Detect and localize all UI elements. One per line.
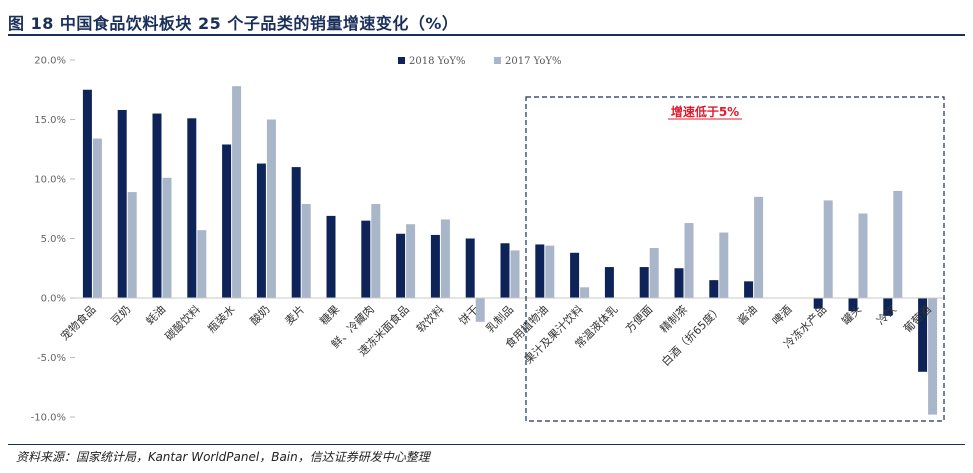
bar-2017 (266, 119, 276, 298)
category-label: 豆奶 (108, 302, 133, 327)
category-label: 方便面 (622, 302, 655, 335)
bar-2018 (256, 163, 266, 298)
title-divider (8, 34, 965, 36)
category-label: 软饮料 (413, 302, 446, 335)
bar-2018 (709, 280, 719, 298)
category-label: 碳酸饮料 (162, 302, 203, 343)
y-tick-label: -5.0% (37, 353, 66, 364)
y-tick-label: 5.0% (41, 234, 66, 245)
legend: 2018 YoY% 2017 YoY% (398, 56, 561, 67)
y-tick-label: 15.0% (34, 115, 66, 126)
bar-2018 (222, 144, 232, 298)
bar-2017 (858, 213, 868, 298)
category-label: 乳制品 (484, 303, 517, 336)
bar-2017 (162, 177, 172, 298)
bar-2017 (545, 245, 555, 298)
bar-2018 (813, 298, 823, 309)
category-label: 果汁及果汁饮料 (521, 302, 585, 366)
bar-2017 (406, 224, 416, 298)
category-label: 瓶装水 (204, 302, 237, 335)
category-label: 蚝油 (143, 302, 168, 327)
bar-2018 (291, 167, 301, 298)
bar-2017 (928, 298, 938, 415)
bar-2018 (187, 118, 197, 298)
callout-box (525, 96, 945, 422)
bar-2018 (82, 89, 92, 298)
bar-2017 (510, 250, 520, 298)
y-tick-label: 20.0% (34, 56, 66, 67)
bar-2018 (604, 267, 614, 298)
category-label: 麦片 (283, 303, 308, 328)
bar-2018 (500, 243, 510, 298)
category-label: 宠物食品 (58, 302, 99, 343)
category-label: 糖果 (317, 302, 342, 327)
legend-label: 2017 YoY% (505, 56, 561, 67)
bar-2018 (570, 252, 580, 298)
bar-2017 (127, 192, 137, 298)
legend-swatch (494, 57, 501, 64)
category-label: 白酒（折65度） (658, 302, 724, 368)
bar-2018 (848, 298, 858, 312)
y-axis: 20.0% 15.0% 10.0% 5.0% 0.0% -5.0% -10.0% (31, 56, 75, 424)
figure-title: 图 18 中国食品饮料板块 25 个子品类的销量增速变化（%） (8, 14, 459, 33)
bar-2017 (580, 287, 590, 298)
bar-2017 (719, 232, 729, 298)
category-label: 罐头 (839, 303, 864, 328)
bar-2018 (465, 238, 475, 298)
bar-2017 (684, 223, 694, 298)
source-note: 资料来源：国家统计局，Kantar WorldPanel，Bain，信达证券研发… (16, 450, 430, 464)
bar-2018 (883, 298, 893, 316)
bar-2018 (152, 113, 162, 298)
y-tick-label: 0.0% (41, 294, 66, 305)
bar-2018 (535, 244, 545, 298)
bar-2017 (475, 298, 485, 322)
bar-2018 (326, 215, 336, 298)
chart-area: 20.0% 15.0% 10.0% 5.0% 0.0% -5.0% -10.0% 宠物食品豆… (0, 40, 973, 440)
y-tick-label: -10.0% (31, 413, 66, 424)
bar-2018 (674, 268, 684, 298)
bar-2018 (744, 281, 754, 298)
bar-2017 (823, 200, 833, 298)
category-label: 冷饮 (874, 303, 899, 328)
bar-2017 (754, 196, 764, 298)
figure-title-bar: 图 18 中国食品饮料板块 25 个子品类的销量增速变化（%） (8, 8, 965, 36)
category-label: 酸奶 (247, 302, 272, 327)
bar-2018 (918, 298, 928, 372)
callout: 增速低于5% (525, 96, 945, 422)
bar-2018 (396, 233, 406, 298)
bar-2017 (301, 203, 311, 298)
bar-chart: 20.0% 15.0% 10.0% 5.0% 0.0% -5.0% -10.0% 宠物食品豆… (31, 56, 945, 424)
category-label: 精制茶 (658, 303, 691, 336)
footer-divider (8, 444, 965, 445)
category-label: 啤酒 (769, 302, 794, 327)
bar-2018 (430, 234, 440, 298)
bar-2018 (639, 267, 649, 298)
bars-group (82, 86, 938, 415)
legend-swatch (398, 57, 405, 64)
callout-label: 增速低于5% (671, 104, 739, 119)
bar-2018 (361, 220, 371, 298)
bar-2017 (232, 86, 242, 299)
category-label: 酱油 (734, 302, 759, 327)
bar-2017 (649, 248, 659, 298)
bar-2017 (893, 190, 903, 298)
bar-2017 (440, 219, 450, 298)
legend-label: 2018 YoY% (409, 56, 465, 67)
bar-2017 (197, 230, 207, 298)
y-tick-label: 10.0% (34, 175, 66, 186)
bar-2017 (92, 138, 102, 298)
bar-2017 (371, 203, 381, 298)
bar-2018 (117, 109, 127, 298)
